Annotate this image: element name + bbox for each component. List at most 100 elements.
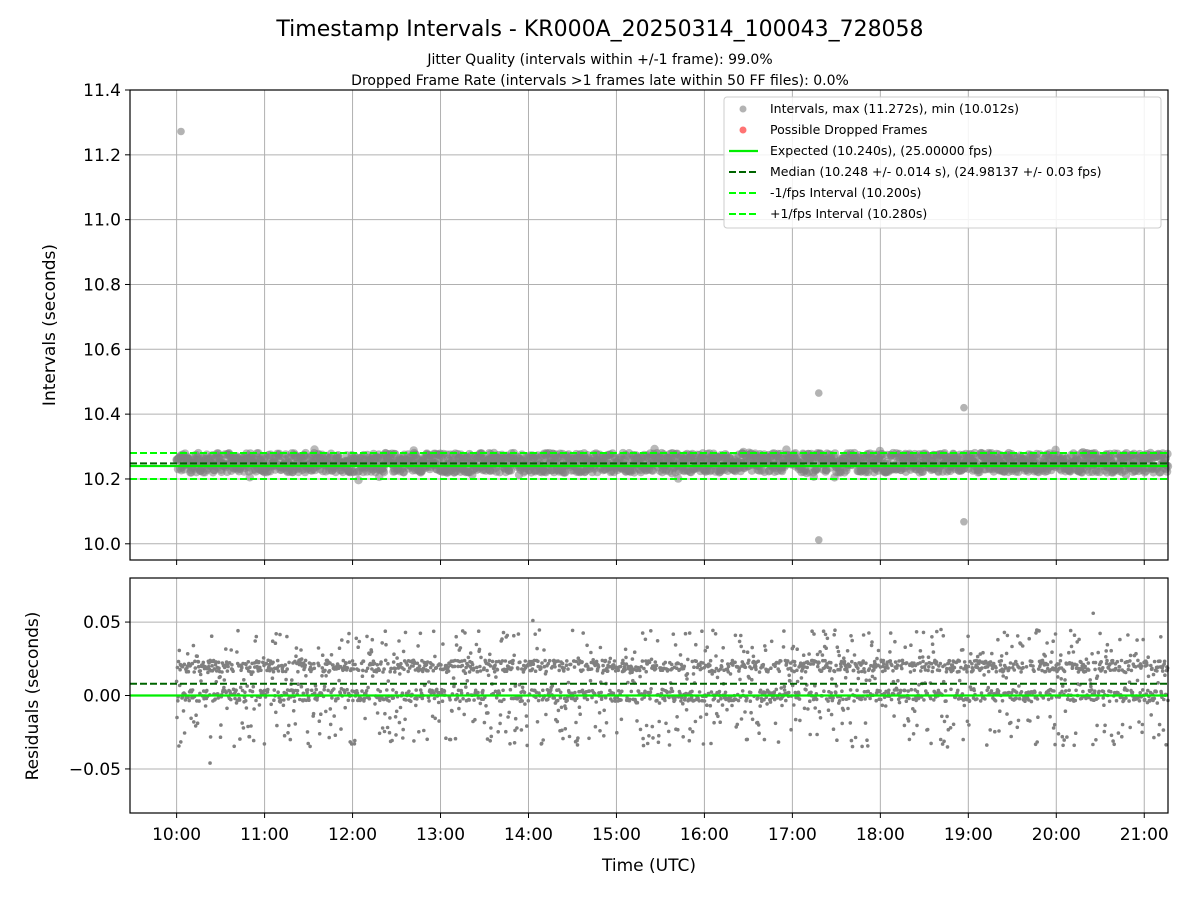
residual-point [739,644,743,649]
residual-point [912,668,917,673]
residual-point [709,741,713,746]
residual-point [911,732,916,736]
residual-point [829,660,833,665]
residual-point [294,646,299,650]
residual-point [510,661,515,666]
residual-point [378,689,383,694]
residual-point [508,687,513,692]
residual-point [899,664,903,668]
residual-point [525,743,529,748]
residual-point [343,705,348,710]
residual-point [330,696,334,700]
residual-point [1119,658,1124,663]
residual-point [618,664,623,669]
residual-point [686,657,690,662]
residual-point [834,684,839,688]
residual-point [628,697,632,702]
residual-point [1128,659,1132,663]
residuals-x-ticks: 10:00 11:00 12:00 13:00 14:00 15:00 16:00 17:00… [152,813,1169,845]
residual-point [370,674,375,678]
residual-point [537,691,541,695]
residual-point [453,658,457,663]
residual-point [1014,696,1018,701]
residual-point [773,664,777,669]
residual-point [466,655,471,660]
residual-point [980,666,984,670]
residual-point [841,708,846,712]
residual-point [842,656,846,660]
residual-point [637,668,642,673]
residual-point [417,730,421,734]
residual-point [1062,738,1066,742]
residual-point [643,637,648,642]
residual-point [513,684,518,688]
residual-point [763,691,767,695]
residual-point [1009,691,1014,695]
residual-point [811,662,816,666]
residual-point [269,667,274,671]
residual-point [1135,678,1140,683]
residual-point [336,696,340,701]
residual-point [851,668,856,673]
residual-point [552,696,557,700]
residual-point [716,699,721,703]
residual-point [415,697,419,701]
residual-point [253,639,257,643]
residual-point [726,670,730,674]
residual-point [698,715,703,719]
residual-point [1140,730,1144,735]
residual-point [962,660,967,664]
intervals-y-label: Intervals (seconds) [40,244,60,406]
residual-point [203,704,208,708]
residual-point [1098,631,1102,636]
residual-point [479,655,483,660]
residual-point [999,659,1004,663]
residual-point [808,662,813,666]
residual-point [705,645,709,649]
residual-point [380,726,385,730]
residual-point [557,663,562,668]
residual-point [817,709,822,714]
residual-point [205,688,209,693]
residual-point [697,699,701,703]
residual-point [513,716,518,721]
residual-point [209,634,214,638]
residual-point [635,700,640,705]
residual-point [951,722,956,727]
y-tick-label: 11.4 [83,81,121,101]
residual-point [1142,697,1147,702]
residual-point [533,632,537,636]
residual-point [782,629,786,633]
residual-point [530,667,535,671]
residual-point [361,668,365,673]
residual-point [814,697,819,702]
residual-point [427,680,431,684]
y-tick-label: 10.0 [83,535,121,555]
residual-point [748,690,753,695]
residual-point [821,629,826,633]
residual-point [819,669,824,673]
residual-point [285,667,290,671]
residual-point [1104,655,1108,659]
residual-point [813,706,817,710]
residual-point [442,689,447,693]
residual-point [834,690,838,695]
residual-point [975,654,980,659]
residual-point [292,699,297,703]
residual-point [374,669,379,674]
residual-point [924,662,928,666]
residual-point [576,656,581,660]
interval-outlier-point [960,517,968,526]
residual-point [564,663,569,667]
residual-point [291,690,296,695]
residual-point [934,660,939,664]
x-tick-label: 15:00 [592,825,641,845]
residual-point [793,717,798,722]
residual-point [864,661,868,665]
residual-point [986,685,991,690]
residual-point [511,658,515,663]
residual-point [945,666,949,671]
residual-point [567,734,572,739]
residual-point [688,727,692,731]
residual-point [1109,648,1113,653]
